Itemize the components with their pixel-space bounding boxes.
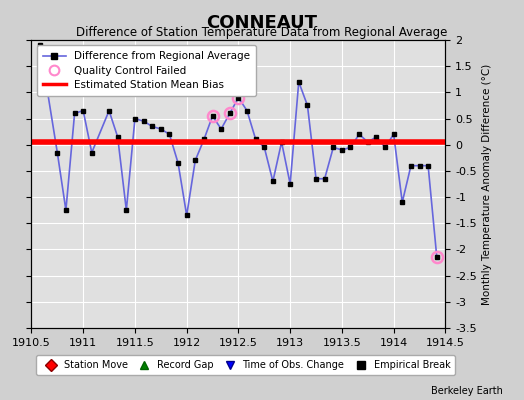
Text: Difference of Station Temperature Data from Regional Average: Difference of Station Temperature Data f… <box>77 26 447 39</box>
Text: CONNEAUT: CONNEAUT <box>206 14 318 32</box>
Text: Berkeley Earth: Berkeley Earth <box>431 386 503 396</box>
Legend: Station Move, Record Gap, Time of Obs. Change, Empirical Break: Station Move, Record Gap, Time of Obs. C… <box>36 355 455 375</box>
Y-axis label: Monthly Temperature Anomaly Difference (°C): Monthly Temperature Anomaly Difference (… <box>483 63 493 305</box>
